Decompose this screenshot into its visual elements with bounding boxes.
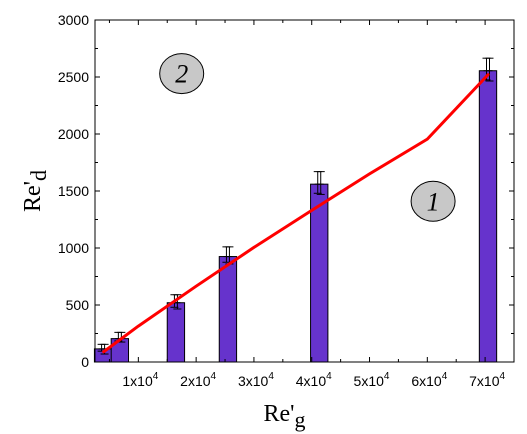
error-bar-5-2 <box>316 171 325 195</box>
x-tick-label: 1x104 <box>122 371 158 389</box>
x-tick-label: 5x104 <box>354 371 390 389</box>
bar-3 <box>166 302 186 363</box>
fit-line <box>102 73 490 354</box>
y-tick-label: 3000 <box>58 12 89 28</box>
y-tick-label: 2500 <box>58 69 89 85</box>
badge-label: 1 <box>427 187 440 216</box>
bar-4 <box>218 256 238 363</box>
x-tick-label: 6x104 <box>411 371 447 389</box>
y-tick-label: 500 <box>66 297 90 313</box>
bars-layer <box>93 70 498 363</box>
badge-circle <box>159 53 205 95</box>
x-ticks: 1x104 2x104 3x104 4x104 5x104 6x104 7x104 <box>108 20 506 389</box>
error-bar-6-2 <box>485 57 494 82</box>
y-tick-label: 0 <box>81 354 89 370</box>
bar-6 <box>478 70 498 363</box>
x-tick-label: 4x104 <box>296 371 332 389</box>
badge-label: 2 <box>175 60 188 89</box>
y-tick-label: 2000 <box>58 126 89 142</box>
annotation-badge-1: 2 <box>159 53 205 95</box>
x-tick-label: 3x104 <box>238 371 274 389</box>
y-tick-label: 1500 <box>58 183 89 199</box>
error-bar-3-2 <box>173 294 182 310</box>
fit-line-layer <box>102 73 490 354</box>
y-ticks: 0 500 1000 1500 2000 2500 3000 <box>58 12 514 370</box>
y-tick-label: 1000 <box>58 240 89 256</box>
annotations: 21 <box>159 53 456 222</box>
x-axis-title: Re'g <box>264 401 306 432</box>
x-tick-label: 2x104 <box>180 371 216 389</box>
annotation-badge-2: 1 <box>410 180 456 222</box>
y-axis-title: Re'd <box>20 170 51 212</box>
x-tick-label: 7x104 <box>469 371 505 389</box>
badge-circle <box>410 180 456 222</box>
